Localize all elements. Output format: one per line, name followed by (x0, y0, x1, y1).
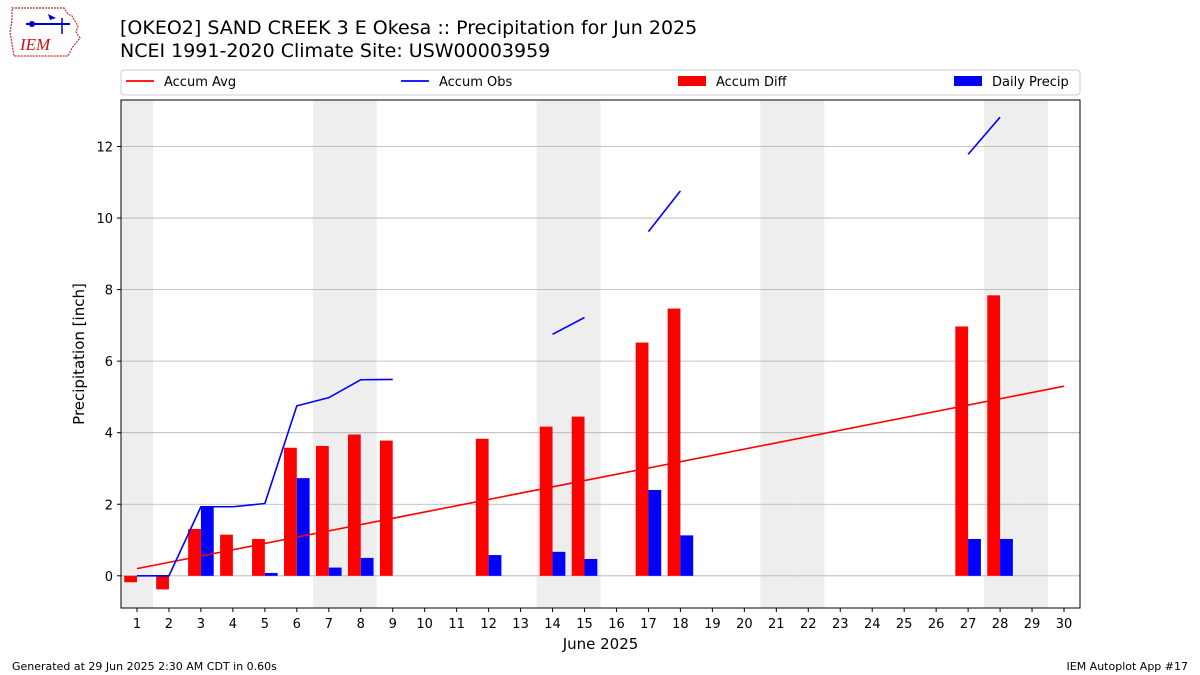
accum-obs-line (647, 190, 682, 233)
x-tick-label: 7 (325, 617, 333, 632)
accum-diff-bar (635, 342, 649, 576)
x-tick-label: 4 (229, 617, 237, 632)
accum-diff-bar (124, 575, 137, 583)
legend-label: Daily Precip (992, 75, 1069, 90)
accum-diff-bar (539, 426, 553, 576)
x-tick-label: 14 (544, 617, 561, 632)
x-tick-label: 2 (165, 617, 173, 632)
x-axis-label: June 2025 (562, 635, 639, 653)
x-tick-label: 27 (960, 617, 977, 632)
chart-title: [OKEO2] SAND CREEK 3 E Okesa :: Precipit… (120, 17, 698, 39)
daily-precip-bar (328, 567, 342, 576)
weekend-shade (792, 100, 825, 608)
accum-avg-line (136, 385, 1065, 570)
x-tick-label: 20 (736, 617, 753, 632)
legend-label: Accum Avg (164, 75, 236, 90)
app-credit: IEM Autoplot App #17 (1066, 660, 1189, 673)
x-tick-label: 18 (672, 617, 689, 632)
plot-frame (120, 99, 1081, 609)
x-tick-label: 16 (608, 617, 625, 632)
y-tick-label: 6 (105, 355, 113, 370)
weekend-shade (1016, 100, 1049, 608)
x-tick-label: 28 (992, 617, 1009, 632)
y-tick-label: 2 (105, 498, 113, 513)
accum-diff-bar (667, 308, 681, 576)
x-tick-label: 26 (928, 617, 945, 632)
daily-precip-bar (200, 506, 214, 576)
x-tick-label: 17 (640, 617, 657, 632)
x-tick-label: 21 (768, 617, 785, 632)
accum-diff-bar (475, 438, 489, 576)
x-tick-label: 30 (1056, 617, 1073, 632)
accum-diff-bar (252, 538, 265, 576)
chart-subtitle: NCEI 1991-2020 Climate Site: USW00003959 (120, 40, 551, 62)
x-tick-label: 5 (261, 617, 269, 632)
accum-diff-bar (220, 534, 233, 576)
x-tick-label: 15 (576, 617, 593, 632)
y-tick-label: 12 (96, 141, 113, 156)
weekend-shade (760, 100, 793, 608)
accum-diff-bar (955, 326, 969, 576)
legend-swatch-daily-precip (954, 76, 982, 86)
x-tick-label: 24 (864, 617, 881, 632)
y-tick-label: 0 (105, 570, 113, 585)
x-tick-label: 1 (133, 617, 141, 632)
daily-precip-bar (968, 538, 981, 576)
weekend-shade (121, 100, 153, 608)
legend-label: Accum Obs (439, 75, 512, 90)
x-tick-label: 25 (896, 617, 913, 632)
x-tick-label: 9 (389, 617, 397, 632)
y-axis-label: Precipitation [inch] (70, 283, 88, 425)
x-tick-label: 6 (293, 617, 301, 632)
accum-diff-bar (156, 575, 169, 590)
x-tick-label: 3 (197, 617, 205, 632)
daily-precip-bar (1000, 538, 1013, 576)
daily-precip-bar (296, 478, 310, 576)
accum-diff-bar (315, 445, 329, 576)
iem-logo-icon: IEM (9, 7, 81, 57)
x-tick-label: 12 (480, 617, 497, 632)
accum-diff-bar (284, 447, 297, 576)
daily-precip-bar (680, 535, 694, 576)
y-tick-label: 4 (105, 427, 113, 442)
daily-precip-bar (264, 572, 278, 576)
accum-obs-line (967, 116, 1001, 155)
accum-diff-bar (571, 416, 585, 576)
accum-obs-line (552, 316, 585, 336)
accum-diff-bar (379, 440, 393, 576)
accum-diff-bar (188, 528, 201, 576)
iem-logo-text: IEM (19, 35, 51, 54)
x-tick-label: 8 (357, 617, 365, 632)
x-tick-label: 10 (416, 617, 433, 632)
generated-timestamp: Generated at 29 Jun 2025 2:30 AM CDT in … (12, 660, 277, 673)
x-tick-label: 11 (448, 617, 465, 632)
legend-label: Accum Diff (716, 75, 788, 90)
accum-obs-line (136, 378, 393, 577)
daily-precip-bar (360, 557, 374, 576)
x-tick-label: 29 (1024, 617, 1041, 632)
y-tick-label: 8 (105, 284, 113, 299)
daily-precip-bar (648, 489, 662, 576)
x-tick-label: 23 (832, 617, 849, 632)
x-tick-label: 19 (704, 617, 721, 632)
accum-diff-bar (987, 295, 1001, 576)
y-tick-label: 10 (96, 212, 113, 227)
daily-precip-bar (552, 551, 566, 576)
daily-precip-bar (584, 558, 598, 576)
legend-box (120, 69, 1081, 96)
x-tick-label: 22 (800, 617, 817, 632)
daily-precip-bar (488, 555, 502, 576)
x-tick-label: 13 (512, 617, 529, 632)
legend-swatch-accum-diff (678, 76, 706, 86)
accum-diff-bar (347, 434, 361, 576)
